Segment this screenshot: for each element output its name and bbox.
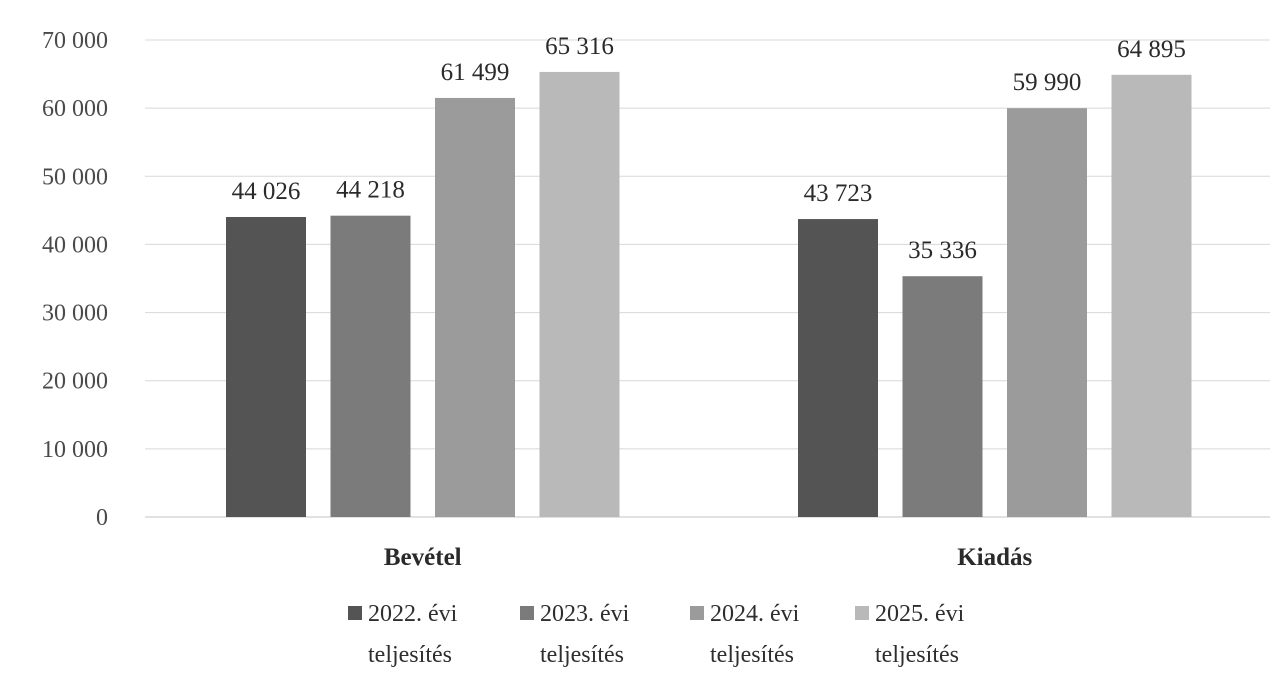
data-label: 44 218 xyxy=(336,177,405,204)
legend-label: 2025. évi xyxy=(875,601,965,627)
legend-label: teljesítés xyxy=(540,642,624,668)
y-tick-label: 0 xyxy=(96,505,108,531)
legend-swatch xyxy=(520,606,534,620)
legend: 2022. évi teljesítés 2023. évi teljesítés 20… xyxy=(348,601,965,668)
bar xyxy=(798,219,878,517)
x-axis-categories: Bevétel Kiadás xyxy=(384,544,1033,571)
legend-swatch xyxy=(855,606,869,620)
bar xyxy=(1007,108,1087,517)
y-tick-label: 60 000 xyxy=(42,96,108,122)
y-tick-label: 40 000 xyxy=(42,232,108,258)
legend-label: teljesítés xyxy=(368,642,452,668)
legend-label: 2023. évi xyxy=(540,601,630,627)
category-label: Kiadás xyxy=(957,544,1032,571)
bar xyxy=(1111,74,1192,517)
y-axis: 0 10 000 20 000 30 000 40 000 50 000 60 000 70 … xyxy=(42,28,108,531)
legend-label: 2022. évi xyxy=(368,601,458,627)
y-tick-label: 30 000 xyxy=(42,301,108,327)
data-label: 43 723 xyxy=(804,180,873,207)
bar xyxy=(435,97,515,517)
data-label: 59 990 xyxy=(1013,69,1082,96)
bars xyxy=(226,71,1192,517)
data-label: 35 336 xyxy=(908,237,977,264)
legend-label: teljesítés xyxy=(710,642,794,668)
legend-swatch xyxy=(348,606,362,620)
category-label: Bevétel xyxy=(384,544,462,571)
legend-label: 2024. évi xyxy=(710,601,800,627)
data-labels: 44 026 44 218 61 499 65 316 43 723 35 336 59 9… xyxy=(232,33,1186,264)
bar xyxy=(226,216,306,517)
data-label: 65 316 xyxy=(545,33,614,60)
bar xyxy=(539,71,620,517)
data-label: 64 895 xyxy=(1117,36,1186,63)
legend-swatch xyxy=(690,606,704,620)
y-tick-label: 10 000 xyxy=(42,437,108,463)
y-tick-label: 70 000 xyxy=(42,28,108,54)
legend-label: teljesítés xyxy=(875,642,959,668)
bar xyxy=(902,276,983,517)
data-label: 44 026 xyxy=(232,178,301,205)
y-tick-label: 20 000 xyxy=(42,369,108,395)
gridlines xyxy=(145,39,1270,518)
data-label: 61 499 xyxy=(441,59,510,86)
y-tick-label: 50 000 xyxy=(42,164,108,190)
bar xyxy=(330,215,411,517)
